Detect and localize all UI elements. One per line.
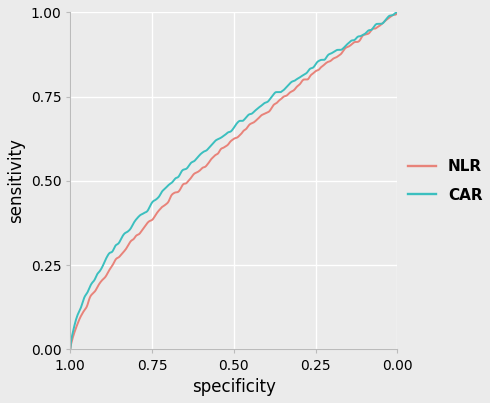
Y-axis label: sensitivity: sensitivity (7, 139, 25, 223)
CAR (394, 10, 400, 15)
NLR (107, 267, 113, 272)
Line: CAR: CAR (70, 12, 397, 349)
NLR (305, 77, 311, 82)
CAR (305, 69, 311, 74)
Line: NLR: NLR (70, 12, 397, 349)
CAR (107, 251, 113, 256)
CAR (393, 10, 399, 15)
CAR (273, 90, 279, 95)
NLR (303, 77, 309, 82)
CAR (197, 152, 203, 157)
CAR (174, 175, 180, 180)
CAR (303, 71, 309, 76)
X-axis label: specificity: specificity (192, 378, 276, 396)
Legend: NLR, CAR: NLR, CAR (408, 159, 483, 203)
NLR (174, 190, 180, 195)
NLR (67, 347, 73, 352)
NLR (197, 168, 203, 173)
CAR (67, 347, 73, 352)
NLR (273, 101, 279, 106)
NLR (394, 10, 400, 15)
